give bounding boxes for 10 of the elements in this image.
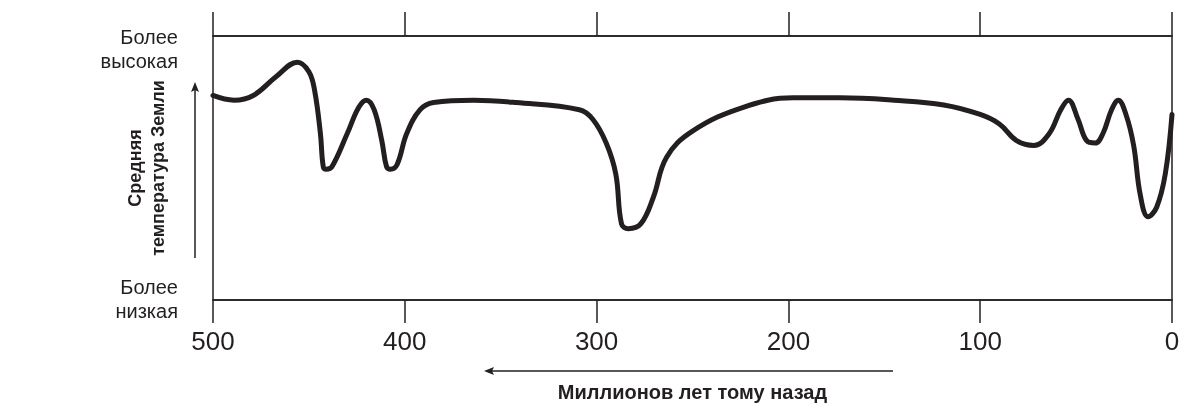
x-axis-title: Миллионов лет тому назад	[557, 381, 828, 403]
text: Более низкая	[115, 276, 178, 322]
x-tick-label: 200	[766, 326, 811, 356]
text: Более высокая	[100, 26, 178, 72]
x-tick-label: 400	[383, 326, 427, 356]
x-tick-label: 0	[1164, 326, 1180, 356]
y-axis-title: Средняя температура Земли	[124, 80, 168, 256]
x-tick-label: 300	[574, 326, 619, 356]
x-tick-label: 500	[191, 326, 235, 356]
x-tick-label: 100	[958, 326, 1002, 356]
